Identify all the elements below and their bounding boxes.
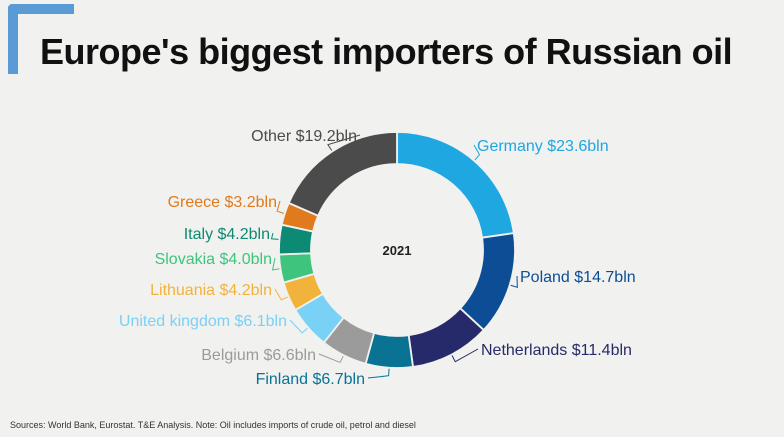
leader-line-germany (473, 144, 481, 161)
source-note: Sources: World Bank, Eurostat. T&E Analy… (10, 420, 416, 430)
leader-line-slovakia (271, 257, 280, 271)
label-netherlands: Netherlands $11.4bln (481, 342, 632, 359)
leader-line-greece (276, 200, 284, 214)
label-germany: Germany $23.6bln (477, 138, 609, 155)
label-greece: Greece $3.2bln (168, 194, 277, 211)
corner-bracket-mark (8, 4, 74, 74)
leader-line-finland (367, 368, 390, 379)
leader-line-other (327, 134, 361, 151)
label-poland: Poland $14.7bln (520, 269, 636, 286)
label-lithuania: Lithuania $4.2bln (150, 282, 272, 299)
label-finland: Finland $6.7bln (256, 371, 365, 388)
slice-other (287, 131, 398, 217)
center-label: 2021 (383, 243, 412, 258)
leader-line-italy (270, 232, 279, 240)
leader-line-netherlands (451, 348, 479, 363)
leader-line-lithuania (274, 288, 288, 301)
label-belgium: Belgium $6.6bln (201, 347, 316, 364)
label-other: Other $19.2bln (251, 128, 357, 145)
leader-line-poland (510, 275, 518, 289)
leader-line-belgium (318, 353, 344, 364)
label-slovakia: Slovakia $4.0bln (155, 251, 272, 268)
leader-line-united-kingdom (289, 319, 308, 334)
label-italy: Italy $4.2bln (184, 226, 270, 243)
label-united-kingdom: United kingdom $6.1bln (119, 313, 287, 330)
chart-title: Europe's biggest importers of Russian oi… (40, 31, 733, 72)
